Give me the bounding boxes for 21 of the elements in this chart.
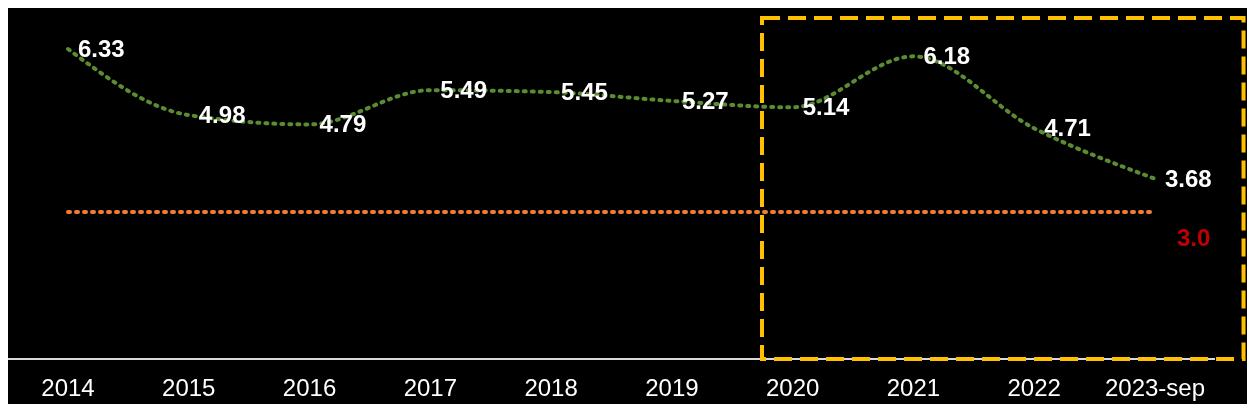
x-tick-label: 2022: [1007, 374, 1061, 402]
data-label: 4.79: [319, 110, 367, 138]
data-label: 4.71: [1044, 114, 1091, 142]
data-label: 5.45: [561, 78, 608, 106]
x-tick-label: 2021: [886, 374, 941, 402]
data-label: 4.98: [198, 101, 246, 129]
data-label: 5.14: [802, 93, 851, 121]
x-tick-label: 2016: [282, 374, 337, 402]
ref-line-label: 3.0: [1177, 224, 1211, 252]
x-tick-label: 2014: [41, 374, 95, 402]
data-label: 3.68: [1165, 164, 1212, 192]
x-tick-label: 2015: [162, 374, 216, 402]
x-tick-label: 2019: [645, 374, 699, 402]
data-label: 5.49: [440, 76, 488, 104]
x-tick-label: 2023-sep: [1104, 374, 1206, 402]
data-label: 5.27: [681, 86, 729, 114]
x-tick-label: 2020: [765, 374, 820, 402]
data-label: 6.18: [923, 42, 971, 70]
x-tick-label: 2017: [403, 374, 458, 402]
x-tick-label: 2018: [524, 374, 578, 402]
data-label: 6.33: [78, 35, 125, 62]
